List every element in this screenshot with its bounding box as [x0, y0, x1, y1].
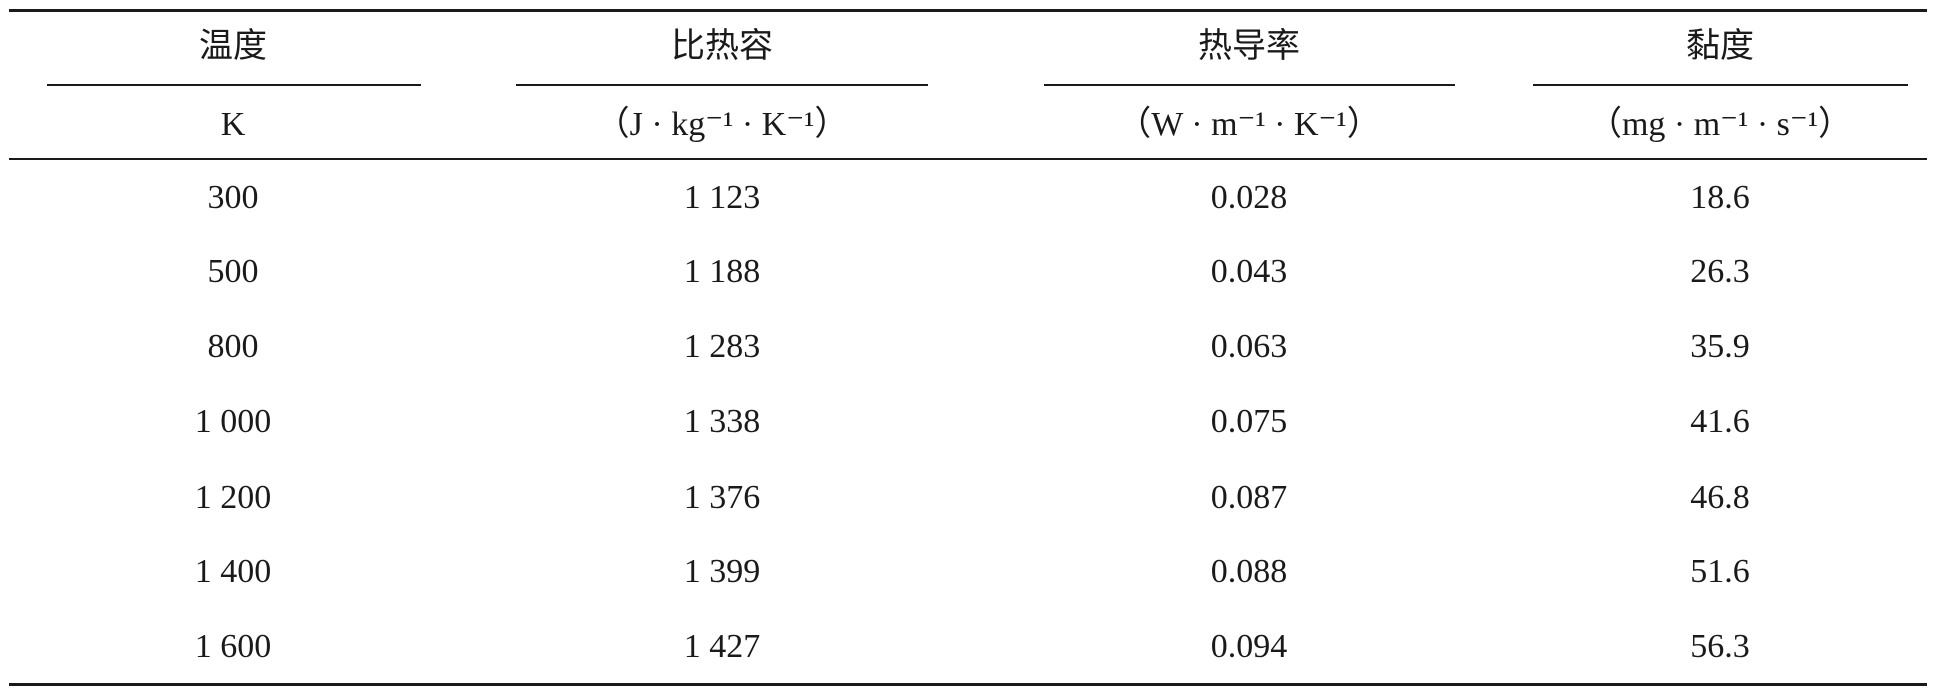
table-cell: 0.063	[1210, 328, 1288, 365]
header-rule	[9, 158, 1927, 160]
table-cell: 0.094	[1210, 628, 1288, 665]
table-cell: 800	[207, 328, 259, 365]
table-cell: 0.043	[1210, 253, 1288, 290]
column-name: 黏度	[1686, 28, 1754, 65]
table-cell: 500	[207, 253, 259, 290]
table-cell: 0.088	[1210, 553, 1288, 590]
table-cell: 1 123	[683, 179, 761, 216]
table-cell: 35.9	[1690, 328, 1750, 365]
column-unit: （W · m⁻¹ · K⁻¹）	[1117, 106, 1381, 143]
table-cell: 0.028	[1210, 179, 1288, 216]
table-cell: 46.8	[1690, 479, 1750, 516]
table-cell: 1 338	[683, 403, 761, 440]
table-cell: 300	[207, 179, 259, 216]
table-cell: 1 400	[194, 553, 272, 590]
bottom-rule	[9, 683, 1927, 686]
unit-rule	[47, 84, 421, 86]
table-cell: 56.3	[1690, 628, 1750, 665]
table-cell: 41.6	[1690, 403, 1750, 440]
unit-rule	[516, 84, 928, 86]
column-unit: （J · kg⁻¹ · K⁻¹）	[595, 106, 849, 143]
table-cell: 1 376	[683, 479, 761, 516]
table-cell: 1 600	[194, 628, 272, 665]
column-name: 热导率	[1198, 28, 1300, 65]
column-name: 比热容	[671, 28, 773, 65]
table-cell: 1 188	[683, 253, 761, 290]
unit-rule	[1044, 84, 1455, 86]
table-cell: 1 427	[683, 628, 761, 665]
table-cell: 1 283	[683, 328, 761, 365]
top-rule	[9, 9, 1927, 12]
column-unit: K	[220, 106, 246, 143]
table-cell: 0.075	[1210, 403, 1288, 440]
column-unit: （mg · m⁻¹ · s⁻¹）	[1587, 106, 1853, 143]
unit-rule	[1533, 84, 1908, 86]
table-cell: 1 000	[194, 403, 272, 440]
table-cell: 0.087	[1210, 479, 1288, 516]
table-cell: 18.6	[1690, 179, 1750, 216]
table-cell: 26.3	[1690, 253, 1750, 290]
column-name: 温度	[199, 28, 267, 65]
table-cell: 51.6	[1690, 553, 1750, 590]
table-cell: 1 200	[194, 479, 272, 516]
table-cell: 1 399	[683, 553, 761, 590]
